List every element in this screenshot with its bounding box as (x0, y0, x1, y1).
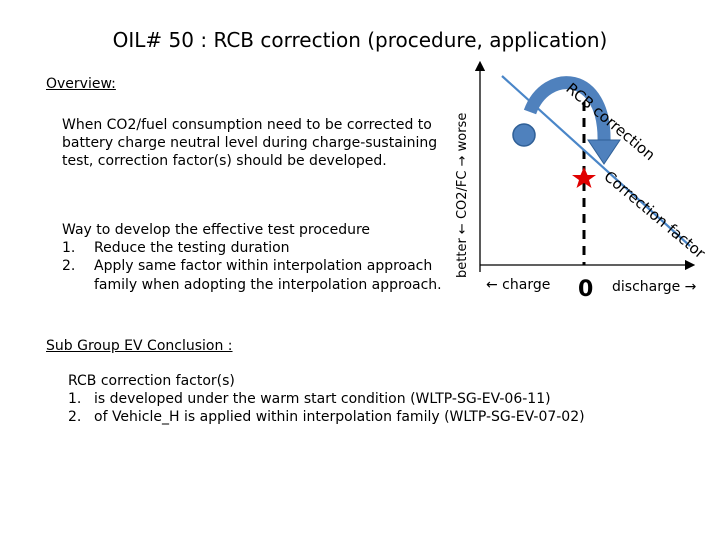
list-item: 1. Reduce the testing duration (62, 239, 452, 257)
list-text: Reduce the testing duration (94, 240, 290, 257)
correction-factor-label: Correction factor (600, 167, 709, 263)
discharge-label: discharge → (612, 279, 697, 295)
list-item: 1. is developed under the warm start con… (68, 390, 668, 408)
list-item: 2. Apply same factor within interpolatio… (62, 257, 452, 293)
correction-arrowhead-icon (587, 139, 621, 165)
procedure-intro: Way to develop the effective test proced… (62, 222, 371, 238)
procedure-block: Way to develop the effective test proced… (62, 221, 452, 294)
list-number: 2. (62, 258, 76, 275)
list-text: of Vehicle_H is applied within interpola… (94, 409, 585, 426)
corrected-point-star-icon (572, 167, 596, 188)
list-number: 1. (62, 240, 76, 257)
list-number: 1. (68, 391, 82, 408)
list-text: Apply same factor within interpolation a… (94, 258, 442, 293)
list-text: is developed under the warm start condit… (94, 391, 551, 408)
correction-curved-arrow (523, 76, 611, 143)
list-number: 2. (68, 409, 82, 426)
conclusion-list: 1. is developed under the warm start con… (68, 390, 668, 426)
charge-label: ← charge (486, 277, 550, 293)
conclusion-intro: RCB correction factor(s) (68, 373, 235, 389)
overview-paragraph: When CO2/fuel consumption need to be cor… (62, 117, 438, 170)
measured-point (512, 123, 536, 147)
zero-label: 0 (578, 277, 593, 302)
list-item: 2. of Vehicle_H is applied within interp… (68, 408, 668, 426)
conclusion-heading: Sub Group EV Conclusion : (46, 338, 233, 354)
slide-title: OIL# 50 : RCB correction (procedure, app… (112, 28, 608, 52)
overview-heading: Overview: (46, 76, 116, 92)
conclusion-block: RCB correction factor(s) 1. is developed… (68, 372, 668, 427)
procedure-list: 1. Reduce the testing duration 2. Apply … (62, 239, 452, 294)
